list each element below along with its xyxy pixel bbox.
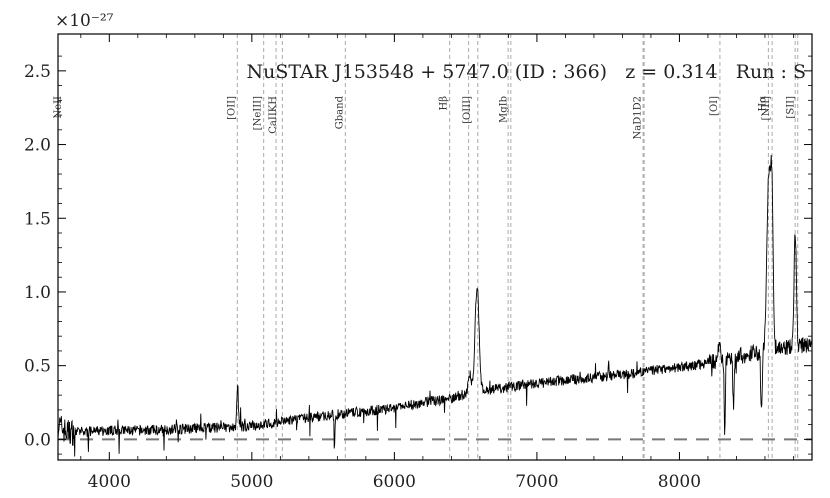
x-tick-label-4: 8000 xyxy=(658,472,701,492)
x-tick-label-2: 6000 xyxy=(373,472,416,492)
x-tick-label-0: 4000 xyxy=(88,472,131,492)
plot-frame xyxy=(57,33,813,461)
y-tick-label-4: 2.0 xyxy=(24,136,51,156)
spectrum-series xyxy=(57,154,813,457)
line-label-3: CaIIKH xyxy=(268,96,279,134)
line-label-8: NaD1D2 xyxy=(633,96,644,139)
line-label-9: [OI] xyxy=(709,96,720,116)
line-label-2: [NeIII] xyxy=(253,96,264,130)
y-tick-label-3: 1.5 xyxy=(24,209,51,229)
spectral-line-labels: NeII [OII] [NeIII] CaIIKH Gband Hβ [OIII] MgIb N… xyxy=(53,95,796,139)
spectrum-line xyxy=(57,154,813,457)
line-label-1: [OII] xyxy=(226,96,237,120)
y-tick-label-5: 2.5 xyxy=(24,62,51,82)
plot-axes: 4000 5000 6000 7000 8000 0.0 0.5 1.0 1.5 2.0 2.5 xyxy=(24,33,813,492)
x-tick-label-1: 5000 xyxy=(230,472,273,492)
spectral-line-markers xyxy=(236,34,799,460)
line-label-7: MgIb xyxy=(499,96,510,123)
line-label-4: Gband xyxy=(334,95,345,129)
x-tick-label-3: 7000 xyxy=(515,472,558,492)
y-tick-label-1: 0.5 xyxy=(24,357,51,377)
line-label-11: [NII] xyxy=(761,96,772,121)
y-tick-label-2: 1.0 xyxy=(24,283,51,303)
line-label-5: Hβ xyxy=(439,96,450,111)
line-label-12: [SII] xyxy=(785,96,796,119)
line-label-6: [OIII] xyxy=(462,96,473,124)
y-tick-label-0: 0.0 xyxy=(24,430,51,450)
chart-title: NuSTAR J153548 + 5747.0 (ID : 366) z = 0… xyxy=(247,61,806,83)
line-label-10: Hα xyxy=(757,96,768,112)
y-scale-multiplier: ×10⁻²⁷ xyxy=(55,11,114,31)
